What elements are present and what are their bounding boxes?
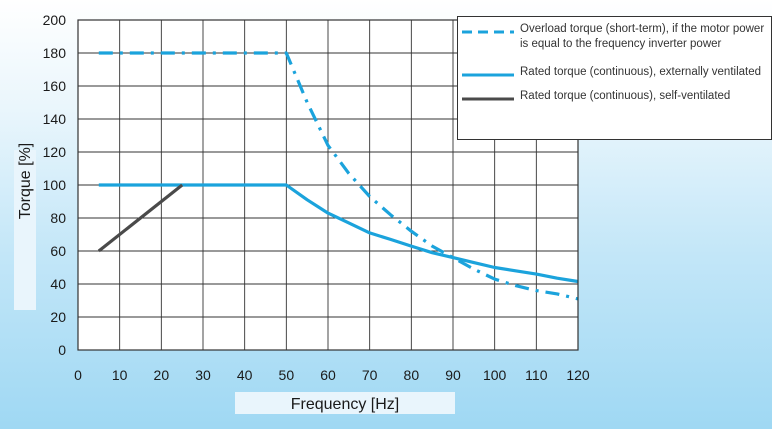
y-tick-label: 40 [50, 276, 66, 292]
x-tick-label: 80 [404, 367, 420, 383]
y-tick-label: 160 [43, 78, 67, 94]
y-tick-label: 0 [58, 342, 66, 358]
tick-labels: 0 10 20 30 40 50 60 70 80 90 100 110 120 0 20 40 60 80 100… [43, 12, 590, 383]
y-axis-title: Torque [%] [17, 143, 34, 219]
legend-item-rated-external: Rated torque (continuous), externally ve… [462, 65, 768, 80]
plot-frame [77, 19, 579, 351]
series-line-rated-torque-external [98, 183, 579, 284]
x-tick-label: 20 [154, 367, 170, 383]
y-tick-label: 80 [50, 210, 66, 226]
x-tick-label: 50 [279, 367, 295, 383]
y-tick-label: 140 [43, 111, 67, 127]
y-tick-label: 120 [43, 144, 67, 160]
x-tick-label: 40 [237, 367, 253, 383]
x-tick-label: 70 [362, 367, 378, 383]
x-tick-label: 60 [320, 367, 336, 383]
legend-swatch-solid-blue [462, 73, 514, 77]
x-axis-title: Frequency [Hz] [291, 396, 399, 413]
y-tick-label: 200 [43, 12, 67, 28]
x-tick-label: 120 [566, 367, 590, 383]
x-tick-label: 30 [195, 367, 211, 383]
x-tick-label: 10 [112, 367, 128, 383]
legend-swatch-dashed [462, 30, 514, 34]
torque-axis-title-background [14, 150, 36, 310]
legend-label-overload-torque: Overload torque (short-term), if the mot… [520, 23, 765, 50]
legend-label-rated-external: Rated torque (continuous), externally ve… [520, 66, 762, 78]
legend-label-rated-self: Rated torque (continuous), self-ventilat… [520, 90, 731, 102]
legend-swatch-solid-gray [462, 97, 514, 101]
x-tick-label: 100 [483, 367, 507, 383]
series-layer [97, 51, 579, 301]
legend-item-overload-torque: Overload torque (short-term), if the mot… [462, 22, 768, 52]
series-line-rated-torque-self [97, 183, 184, 253]
y-tick-label: 60 [50, 243, 66, 259]
legend: Overload torque (short-term), if the mot… [457, 16, 772, 140]
x-tick-label: 0 [74, 367, 82, 383]
y-tick-label: 100 [43, 177, 67, 193]
x-tick-label: 110 [525, 367, 548, 383]
y-tick-label: 180 [43, 45, 67, 61]
frequency-axis-title-background [235, 392, 455, 414]
y-tick-label: 20 [50, 309, 66, 325]
series-line-overload-torque [98, 51, 579, 301]
legend-item-rated-self: Rated torque (continuous), self-ventilat… [462, 89, 768, 104]
x-tick-label: 90 [445, 367, 461, 383]
